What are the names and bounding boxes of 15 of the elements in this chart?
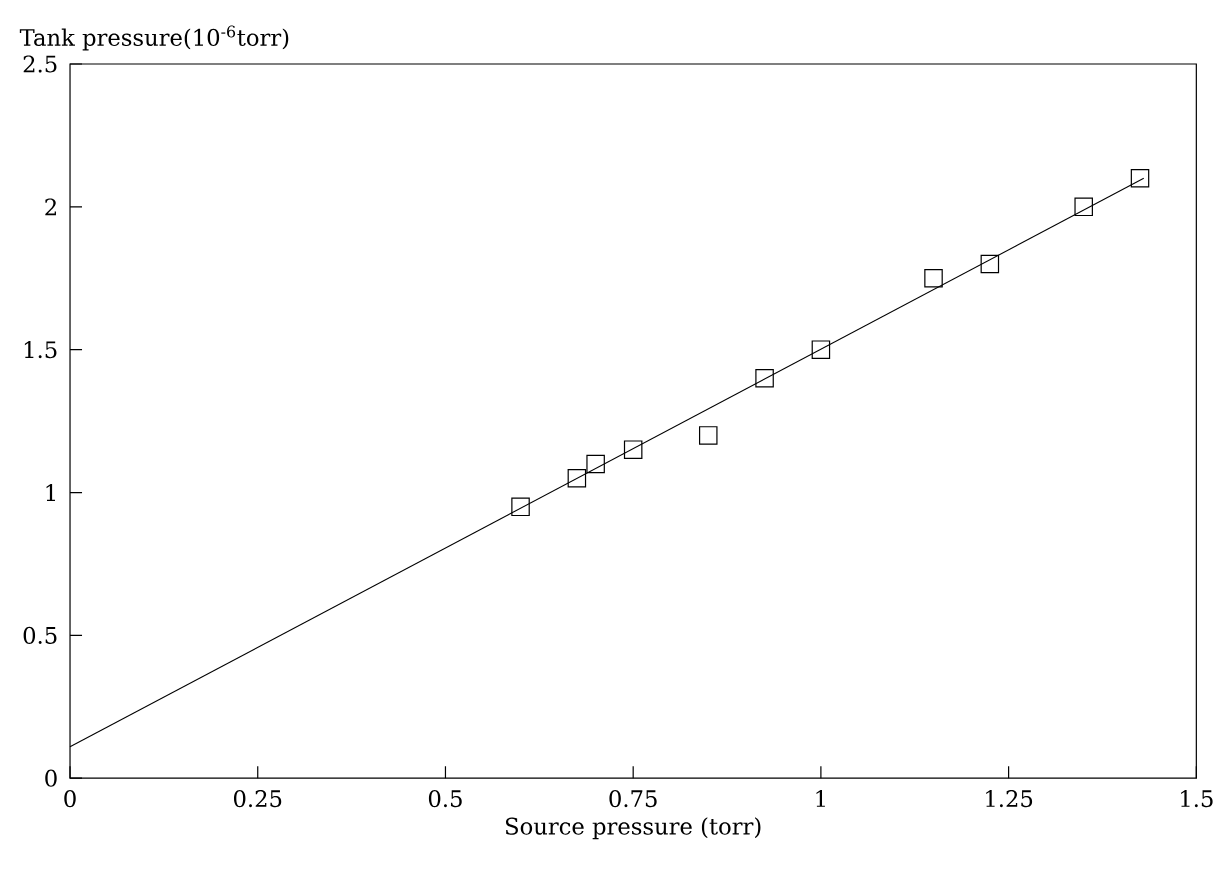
x-tick-label: 1 — [816, 789, 825, 807]
x-tick-label: 0.75 — [609, 789, 657, 808]
y-axis-title: Tank pressure(10$^{-6}$torr) — [19, 25, 289, 51]
y-tick-label: 1.5 — [24, 341, 57, 359]
y-tick-label: 0 — [45, 769, 57, 787]
y-tick-label: 0.5 — [23, 626, 57, 644]
x-tick-label: 0 — [64, 789, 76, 808]
y-tick-label: 1 — [46, 484, 55, 501]
x-tick-label: 0.25 — [233, 789, 282, 808]
y-tick-label: 2.5 — [23, 55, 57, 73]
y-tick-label: 2 — [45, 198, 56, 216]
x-tick-label: 0.5 — [428, 789, 462, 808]
x-tick-label: 1.25 — [986, 789, 1033, 808]
x-axis-title: Source pressure (torr) — [505, 817, 761, 840]
x-tick-label: 1.5 — [1181, 789, 1213, 808]
